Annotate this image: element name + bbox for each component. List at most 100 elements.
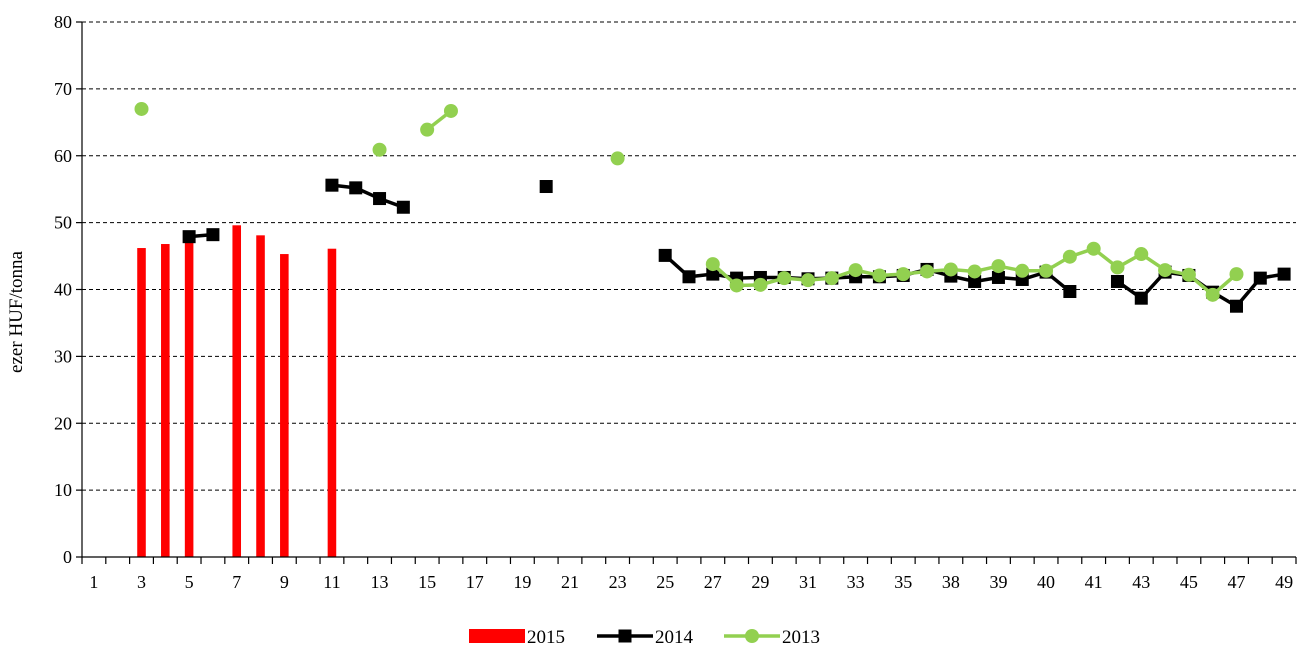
marker-2014-13 bbox=[373, 192, 387, 206]
marker-2014-6 bbox=[206, 228, 220, 242]
y-axis-tick-labels: 0 10 20 30 40 50 60 70 80 bbox=[54, 12, 72, 567]
x-tick-label: 38 bbox=[942, 572, 960, 592]
bar-2015-5 bbox=[184, 239, 194, 557]
x-tick-label: 21 bbox=[561, 572, 579, 592]
bar-2015-8 bbox=[256, 235, 265, 558]
marker-2014-25 bbox=[658, 248, 672, 262]
bar-2015-7 bbox=[232, 225, 242, 558]
bar-2015-11 bbox=[327, 248, 337, 558]
marker-2014-45 bbox=[1134, 291, 1148, 305]
marker-2013-3 bbox=[134, 101, 149, 116]
marker-2013-33 bbox=[848, 263, 863, 278]
x-tick-label: 9 bbox=[280, 572, 289, 592]
legend-label-2013: 2013 bbox=[782, 627, 820, 647]
legend-marker-2013 bbox=[745, 629, 759, 643]
marker-2013-45 bbox=[1134, 247, 1149, 262]
marker-2013-37 bbox=[943, 262, 958, 277]
x-tick-label: 43 bbox=[1132, 572, 1150, 592]
x-tick-label: 3 bbox=[137, 572, 146, 592]
x-tick-label: 23 bbox=[609, 572, 627, 592]
marker-2014-38 bbox=[968, 274, 982, 288]
x-tick-label: 11 bbox=[323, 572, 340, 592]
x-tick-label: 45 bbox=[1180, 572, 1198, 592]
marker-2013-31 bbox=[801, 273, 816, 288]
y-tick-label: 10 bbox=[54, 480, 72, 500]
series-2013 bbox=[134, 101, 1244, 302]
y-tick-label: 30 bbox=[54, 346, 72, 366]
marker-2013-40 bbox=[1015, 263, 1030, 278]
x-tick-label: 25 bbox=[656, 572, 674, 592]
series-lines bbox=[134, 101, 1291, 313]
marker-2013-36 bbox=[920, 264, 935, 279]
marker-2014-12 bbox=[349, 181, 363, 195]
y-tick-label: 70 bbox=[54, 79, 72, 99]
x-tick-label: 13 bbox=[371, 572, 389, 592]
x-tick-label: 40 bbox=[1037, 572, 1055, 592]
x-tick-label: 17 bbox=[466, 572, 484, 592]
marker-2013-16 bbox=[443, 103, 458, 118]
marker-2014-27 bbox=[706, 267, 720, 281]
y-axis-title: ezer HUF/tonna bbox=[6, 251, 27, 373]
legend-label-2015: 2015 bbox=[527, 627, 565, 647]
y-tick-label: 20 bbox=[54, 413, 72, 433]
x-tick-label: 39 bbox=[989, 572, 1007, 592]
marker-2013-13 bbox=[372, 142, 387, 157]
marker-2013-39 bbox=[991, 259, 1006, 274]
marker-2013-15 bbox=[420, 122, 435, 137]
x-axis-tick-labels: 1 3 5 7 9 11 13 15 17 19 21 23 25 27 29 31 33 35 38 39 40 41 4… bbox=[89, 572, 1293, 592]
x-tick-label: 31 bbox=[799, 572, 817, 592]
x-tick-label: 27 bbox=[704, 572, 722, 592]
marker-2014-39 bbox=[991, 270, 1005, 284]
marker-2014-51 bbox=[1277, 267, 1291, 281]
marker-2014-20 bbox=[539, 180, 553, 194]
marker-2013-28 bbox=[729, 278, 744, 293]
marker-2013-30 bbox=[777, 271, 792, 286]
y-tick-label: 60 bbox=[54, 146, 72, 166]
marker-2013-42 bbox=[1062, 249, 1077, 264]
marker-2013-48 bbox=[1205, 287, 1220, 302]
marker-2013-46 bbox=[1158, 263, 1173, 278]
marker-2013-47 bbox=[1181, 267, 1196, 282]
marker-2013-27 bbox=[705, 257, 720, 272]
legend-marker-2014 bbox=[618, 629, 632, 643]
marker-2013-49 bbox=[1229, 267, 1244, 282]
x-tick-label: 29 bbox=[751, 572, 769, 592]
y-tick-label: 40 bbox=[54, 280, 72, 300]
legend-label-2014: 2014 bbox=[655, 627, 694, 647]
marker-2013-38 bbox=[967, 264, 982, 279]
x-tick-label: 15 bbox=[418, 572, 436, 592]
line-2014 bbox=[331, 183, 404, 209]
marker-2013-32 bbox=[824, 271, 839, 286]
series-2014 bbox=[182, 178, 1291, 313]
y-tick-label: 0 bbox=[63, 547, 72, 567]
bar-2015-9 bbox=[280, 254, 289, 557]
y-tick-label: 50 bbox=[54, 213, 72, 233]
gridlines bbox=[82, 21, 1296, 491]
x-tick-label: 41 bbox=[1085, 572, 1103, 592]
legend-item-2015: 2015 bbox=[469, 627, 565, 647]
marker-2013-41 bbox=[1039, 263, 1054, 278]
x-tick-label: 35 bbox=[894, 572, 912, 592]
marker-2014-5 bbox=[182, 230, 196, 244]
marker-2013-44 bbox=[1110, 260, 1125, 275]
x-tick-label: 19 bbox=[513, 572, 531, 592]
marker-2014-14 bbox=[396, 200, 410, 214]
marker-2014-50 bbox=[1253, 271, 1267, 285]
legend-item-2014: 2014 bbox=[597, 627, 694, 647]
x-tick-label: 47 bbox=[1227, 572, 1245, 592]
bar-2015-3 bbox=[137, 248, 146, 557]
marker-2013-23 bbox=[610, 151, 625, 166]
y-tick-label: 80 bbox=[54, 12, 72, 32]
legend-swatch-2015 bbox=[469, 629, 525, 643]
marker-2013-43 bbox=[1086, 241, 1101, 256]
marker-2014-26 bbox=[682, 270, 696, 284]
legend: 2015 2014 2013 bbox=[469, 627, 820, 647]
marker-2013-34 bbox=[872, 268, 887, 283]
marker-2014-44 bbox=[1110, 274, 1124, 288]
x-tick-label: 33 bbox=[847, 572, 865, 592]
marker-2013-35 bbox=[896, 267, 911, 282]
x-tick-label: 7 bbox=[232, 572, 241, 592]
legend-item-2013: 2013 bbox=[724, 627, 820, 647]
marker-2014-11 bbox=[325, 178, 339, 192]
